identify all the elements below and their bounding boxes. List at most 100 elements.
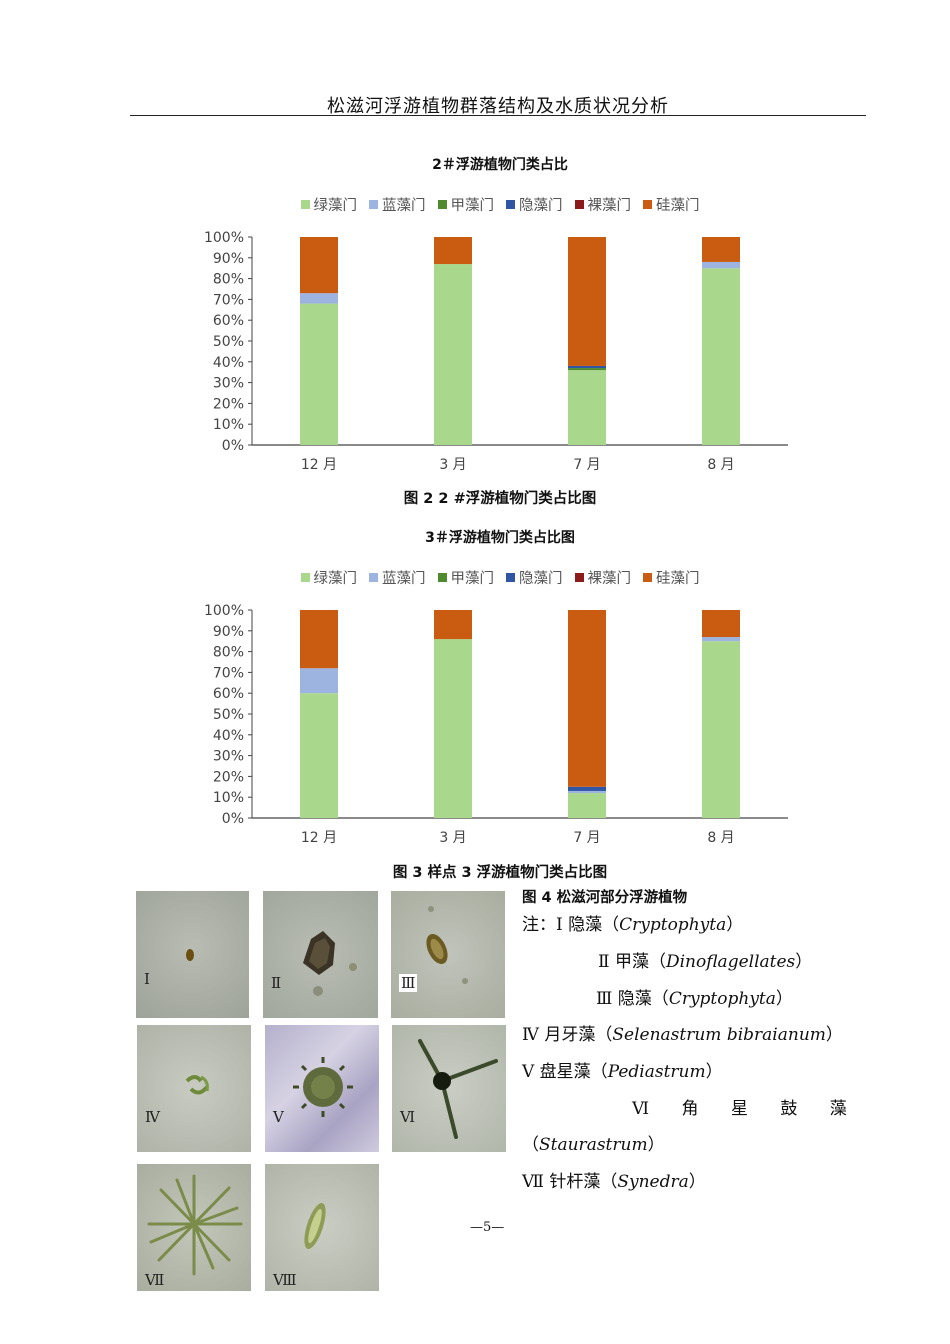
cryptophyta-oval-icon: [426, 906, 468, 984]
x-tick-label: 7 月: [573, 457, 600, 473]
bar-segment: [702, 610, 740, 638]
legend-label: 裸藻门: [587, 198, 632, 214]
legend-swatch: [506, 573, 515, 582]
chart-2-caption: 图 3 样点 3 浮游植物门类占比图: [392, 865, 608, 881]
note-line: （Staurastrum）: [522, 1135, 665, 1155]
chart-1-title: 2＃浮游植物门类占比: [432, 157, 568, 173]
y-tick-label: 50%: [213, 707, 244, 723]
photo-label: Ⅵ: [400, 1108, 416, 1126]
y-tick-label: 80%: [213, 272, 244, 288]
legend-swatch: [369, 200, 378, 209]
photo-label: Ⅷ: [273, 1271, 297, 1289]
selenastrum-cells-icon: [185, 1075, 209, 1095]
pediastrum-colony-icon: [293, 1057, 353, 1117]
legend-item: 绿藻门: [300, 194, 358, 215]
bar-segment: [702, 268, 740, 445]
header-rule: [130, 115, 866, 116]
x-tick-label: 12 月: [301, 457, 337, 473]
y-tick-label: 20%: [213, 396, 244, 412]
legend-label: 绿藻门: [313, 198, 358, 214]
navicula-cell-icon: [304, 1203, 326, 1249]
photo-cryptophyta-2: Ⅲ: [391, 891, 505, 1018]
bar-segment: [568, 368, 606, 371]
x-tick-label: 12 月: [301, 830, 337, 846]
legend-swatch: [369, 573, 378, 582]
bar-segment: [568, 793, 606, 818]
photo-synedra: Ⅶ: [137, 1164, 251, 1291]
bar-segment: [568, 610, 606, 787]
y-tick-label: 90%: [213, 251, 244, 267]
photo-label: Ⅱ: [271, 974, 282, 992]
photo-label: Ⅴ: [273, 1108, 284, 1126]
y-tick-label: 90%: [213, 624, 244, 640]
x-tick-label: 8 月: [707, 457, 734, 473]
legend-swatch: [437, 573, 447, 582]
bar-segment: [568, 237, 606, 366]
y-tick-label: 70%: [213, 292, 244, 308]
bar-segment: [300, 293, 338, 304]
legend-item: 隐藻门: [506, 567, 563, 588]
y-tick-label: 80%: [213, 645, 244, 661]
legend-swatch: [437, 200, 447, 209]
chart-2-title: 3＃浮游植物门类占比图: [425, 530, 575, 546]
y-tick-label: 100%: [204, 603, 244, 619]
y-tick-label: 100%: [204, 230, 244, 246]
photo-staurastrum: Ⅵ: [392, 1025, 506, 1152]
bar-segment: [702, 237, 740, 262]
legend-label: 甲藻门: [450, 571, 495, 587]
legend-label: 硅藻门: [656, 571, 700, 587]
y-tick-label: 40%: [213, 728, 244, 744]
y-tick-label: 70%: [213, 665, 244, 681]
bar-segment: [300, 693, 338, 818]
bar-segment: [300, 668, 338, 694]
photo-specimen-8: Ⅷ: [265, 1164, 379, 1291]
legend-item: 甲藻门: [437, 567, 495, 588]
legend-item: 裸藻门: [574, 567, 632, 588]
legend-swatch: [574, 573, 584, 582]
figure-4-caption: 图 4 松滋河部分浮游植物: [522, 890, 688, 906]
bar-segment: [702, 261, 740, 269]
x-tick-label: 8 月: [707, 830, 734, 846]
chart-1-legend: 绿藻门 蓝藻门 甲藻门 隐藻门 裸藻门 硅藻门: [240, 194, 760, 215]
legend-label: 甲藻门: [450, 198, 495, 214]
cryptophyta-cell-icon: [186, 949, 194, 961]
legend-label: 隐藻门: [519, 571, 563, 587]
bar-segment: [300, 237, 338, 294]
bar-segment: [300, 610, 338, 669]
legend-label: 蓝藻门: [382, 571, 426, 587]
legend-item: 甲藻门: [437, 194, 495, 215]
bar-segment: [434, 610, 472, 640]
legend-swatch: [574, 200, 584, 209]
y-tick-label: 20%: [213, 769, 244, 785]
photo-selenastrum: Ⅳ: [137, 1025, 251, 1152]
legend-label: 裸藻门: [587, 571, 632, 587]
bar-segment: [702, 637, 740, 642]
photo-pediastrum: Ⅴ: [265, 1025, 379, 1152]
note-line: Ⅳ 月牙藻（Selenastrum bibraianum）: [522, 1025, 843, 1045]
y-tick-label: 50%: [213, 334, 244, 350]
chart-1-caption: 图 2 2 #浮游植物门类占比图: [403, 491, 597, 507]
legend-item: 裸藻门: [574, 194, 632, 215]
bar-segment: [434, 237, 472, 265]
legend-item: 硅藻门: [643, 194, 700, 215]
bar-segment: [702, 641, 740, 818]
y-tick-label: 40%: [213, 355, 244, 371]
staurastrum-cell-icon: [418, 1039, 498, 1139]
photo-label: Ⅳ: [145, 1108, 160, 1126]
legend-item: 硅藻门: [643, 567, 700, 588]
bar-segment: [434, 639, 472, 818]
y-tick-label: 0%: [222, 811, 244, 827]
bar-segment: [434, 264, 472, 445]
legend-label: 硅藻门: [656, 198, 700, 214]
bar-segment: [300, 303, 338, 445]
note-line: Ⅱ 甲藻（Dinoflagellates）: [598, 952, 813, 972]
note-line: Ⅴ 盘星藻（Pediastrum）: [522, 1062, 723, 1082]
x-tick-label: 3 月: [439, 457, 466, 473]
y-tick-label: 60%: [213, 313, 244, 329]
legend-item: 蓝藻门: [369, 194, 426, 215]
synedra-colony-icon: [147, 1174, 243, 1276]
dinoflagellate-cell-icon: [303, 931, 357, 996]
running-header: 松滋河浮游植物群落结构及水质状况分析: [327, 96, 669, 117]
note-line: Ⅶ 针杆藻（Synedra）: [522, 1172, 706, 1192]
photo-label: Ⅰ: [144, 970, 150, 988]
